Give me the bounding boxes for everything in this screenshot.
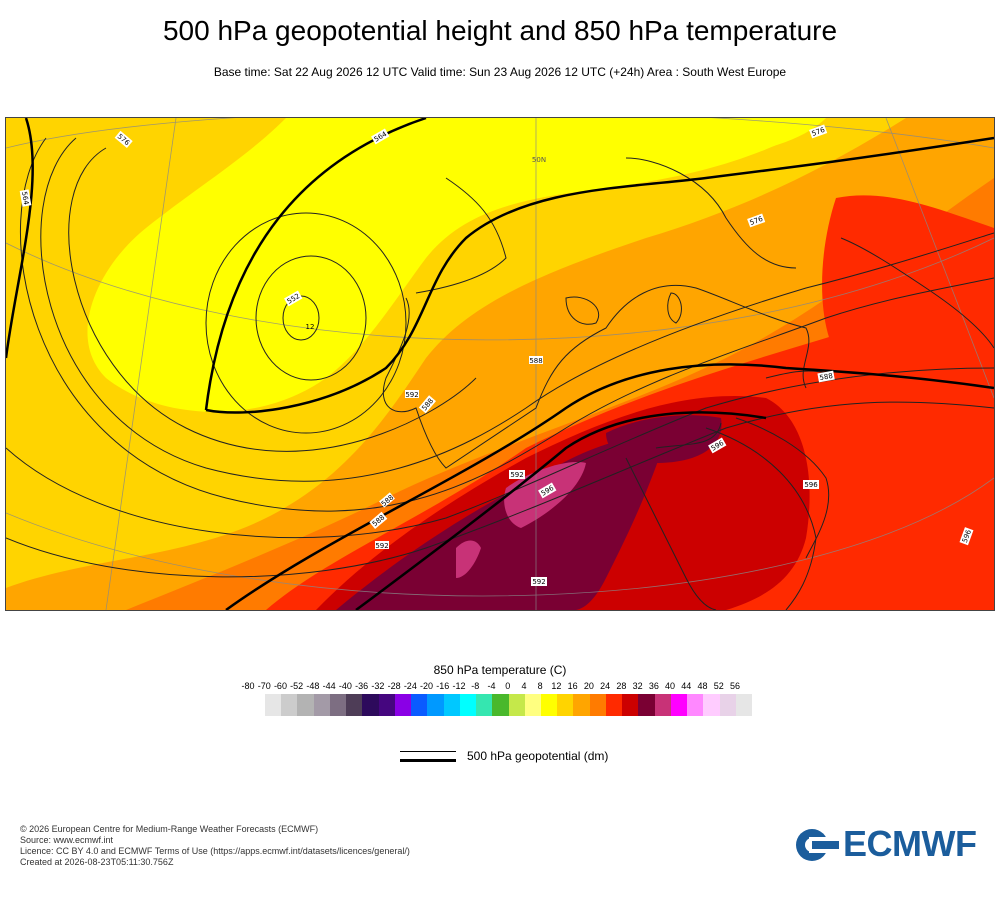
colorbar-cell <box>297 694 314 716</box>
colorbar-tick-label: 4 <box>521 681 527 691</box>
ecmwf-logo-icon <box>796 829 839 861</box>
colorbar-tick-label: -24 <box>403 681 417 691</box>
geopotential-contours-bold <box>6 118 994 610</box>
colorbar-title: 850 hPa temperature (C) <box>433 663 567 677</box>
contour-label: 596 <box>804 481 818 489</box>
chart-subtitle: Base time: Sat 22 Aug 2026 12 UTC Valid … <box>213 65 787 79</box>
temp-band-4-north <box>472 118 826 178</box>
ecmwf-logo-text: ECMWF <box>843 823 977 864</box>
geopotential-contours <box>6 137 994 610</box>
colorbar-tick-label: -60 <box>273 681 287 691</box>
footer-credits: © 2026 European Centre for Medium-Range … <box>20 824 410 868</box>
contour-label: 592 <box>405 391 418 399</box>
colorbar-tick-label: 48 <box>697 681 708 691</box>
colorbar-tick-label: -48 <box>306 681 320 691</box>
colorbar-tick-label: 24 <box>600 681 611 691</box>
weather-map[interactable]: 576 564 552 564 576 576 588 588 588 588 … <box>5 117 995 611</box>
colorbar-cell <box>654 694 671 716</box>
contour-label: 592 <box>375 542 388 550</box>
colorbar-tick-label: 28 <box>616 681 627 691</box>
colorbar-cell <box>573 694 590 716</box>
colorbar-cell <box>492 694 509 716</box>
colorbar-cell <box>508 694 525 716</box>
colorbar-cell <box>605 694 623 716</box>
colorbar-tick-label: -70 <box>257 681 271 691</box>
contour-label: 592 <box>510 471 523 479</box>
temp-band-20-east <box>822 195 994 389</box>
colorbar-tick-label: -40 <box>338 681 352 691</box>
colorbar-cell <box>670 694 688 716</box>
copyright-line: © 2026 European Centre for Medium-Range … <box>20 824 319 834</box>
colorbar-cell <box>281 694 298 716</box>
chart-title: 500 hPa geopotential height and 850 hPa … <box>162 15 838 46</box>
colorbar-tick-label: 20 <box>583 681 594 691</box>
colorbar-cell <box>540 694 558 716</box>
colorbar-tick-label: 32 <box>632 681 643 691</box>
contour-label: 588 <box>529 357 542 365</box>
colorbar-cell <box>313 694 330 716</box>
created-line: Created at 2026-08-23T05:11:30.756Z <box>20 857 174 867</box>
colorbar-tick-label: 44 <box>681 681 692 691</box>
colorbar-cell <box>638 694 655 716</box>
colorbar-cell <box>622 694 639 716</box>
colorbar-tick-label: -52 <box>290 681 304 691</box>
colorbar-tick-label: 36 <box>648 681 659 691</box>
geopotential-legend-label: 500 hPa geopotential (dm) <box>467 749 609 763</box>
colorbar-cell <box>476 694 493 716</box>
colorbar-tick-label: 40 <box>665 681 676 691</box>
colorbar-cell <box>346 694 363 716</box>
colorbar-tick-label: -4 <box>487 681 496 691</box>
colorbar-tick-label: -16 <box>436 681 450 691</box>
colorbar-cell <box>719 694 736 716</box>
temp-band-28 <box>336 437 666 610</box>
colorbar-tick-label: -12 <box>452 681 466 691</box>
colorbar-cell <box>443 694 460 716</box>
colorbar-tick-label: -32 <box>371 681 385 691</box>
colorbar-cell <box>394 694 412 716</box>
colorbar-cell <box>411 694 428 716</box>
colorbar-cell <box>329 694 347 716</box>
temp-band-4 <box>87 118 826 412</box>
colorbar-tick-label: -44 <box>322 681 336 691</box>
low-center-value: 12 <box>306 323 315 331</box>
colorbar-tick-label: -80 <box>241 681 255 691</box>
colorbar-tick-label: -20 <box>420 681 434 691</box>
colorbar-tick-label: 8 <box>537 681 543 691</box>
colorbar-cell <box>703 694 720 716</box>
contour-label: 564 <box>20 191 30 206</box>
temp-band-28-east <box>606 415 722 463</box>
graticule-label: 50N <box>532 156 546 164</box>
colorbar-tick-label: -36 <box>355 681 369 691</box>
colorbar-tick-label: -8 <box>471 681 480 691</box>
colorbar-cell <box>362 694 379 716</box>
colorbar-cell <box>589 694 606 716</box>
colorbar-cell <box>265 694 282 716</box>
coastlines <box>382 157 994 559</box>
colorbar-tick-label: 16 <box>567 681 578 691</box>
contour-label: 588 <box>819 372 834 382</box>
colorbar-cell <box>735 694 753 716</box>
colorbar-cell <box>557 694 574 716</box>
colorbar-tick-label: 12 <box>551 681 562 691</box>
colorbar-cell <box>459 694 477 716</box>
geopotential-legend-swatch <box>400 749 456 763</box>
colorbar-tick-label: 52 <box>713 681 724 691</box>
colorbar <box>265 694 753 716</box>
colorbar-tick-label: 0 <box>505 681 511 691</box>
colorbar-ticks: -80 -70 -60 -52 -48 -44 -40 -36 -32 -28 -24 -20 -16-… <box>0 681 1000 693</box>
contour-label: 592 <box>532 578 545 586</box>
source-line: Source: www.ecmwf.int <box>20 835 114 845</box>
colorbar-tick-label: -28 <box>387 681 401 691</box>
graticule <box>6 118 994 610</box>
temp-band-32-small <box>456 540 481 578</box>
colorbar-cell <box>378 694 395 716</box>
colorbar-cell <box>427 694 444 716</box>
licence-line: Licence: CC BY 4.0 and ECMWF Terms of Us… <box>20 846 410 856</box>
colorbar-cell <box>687 694 704 716</box>
ecmwf-logo: ECMWF <box>795 823 985 864</box>
map-canvas: 576 564 552 564 576 576 588 588 588 588 … <box>6 118 994 610</box>
colorbar-cell <box>524 694 541 716</box>
colorbar-tick-label: 56 <box>729 681 740 691</box>
